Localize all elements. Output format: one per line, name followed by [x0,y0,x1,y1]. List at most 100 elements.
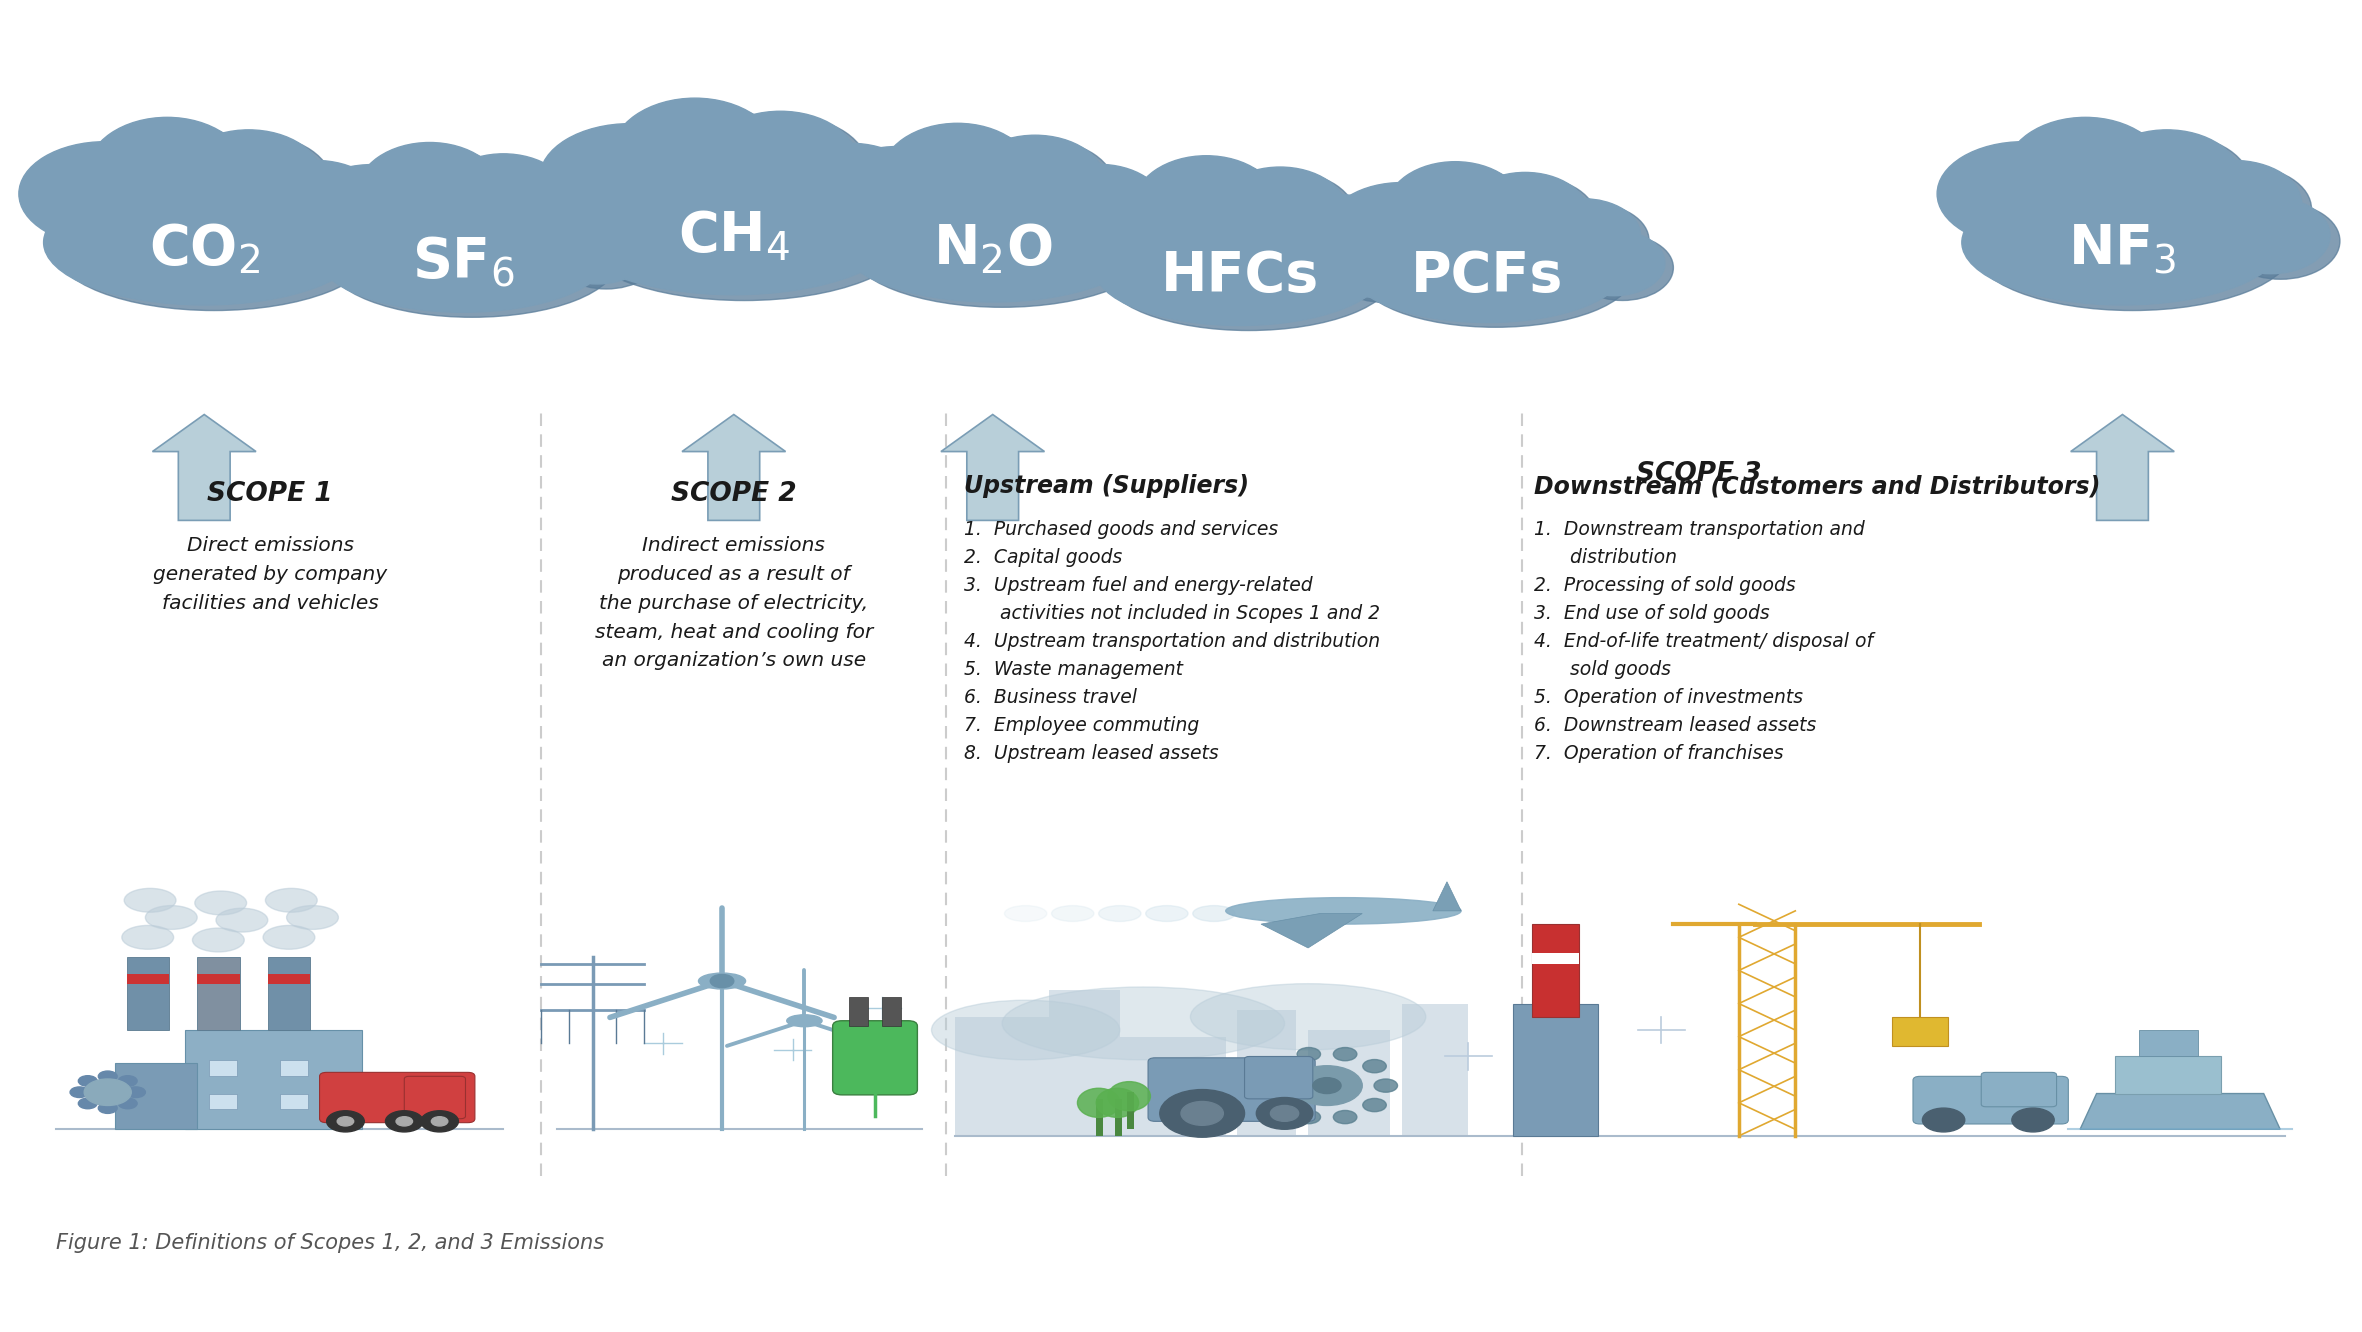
Bar [208,1060,236,1076]
Ellipse shape [1386,161,1523,257]
Ellipse shape [779,144,921,233]
Ellipse shape [78,1076,97,1087]
Ellipse shape [1972,185,2294,310]
Bar [1096,1099,1103,1136]
Ellipse shape [432,1116,449,1126]
Ellipse shape [1564,230,1665,296]
Text: Downstream (Customers and Distributors): Downstream (Customers and Distributors) [1533,474,2100,498]
Bar [128,958,170,1030]
Ellipse shape [550,129,732,238]
Ellipse shape [338,1116,354,1126]
Ellipse shape [848,188,1155,308]
Ellipse shape [1946,148,2121,252]
Bar [267,975,309,983]
Ellipse shape [1297,1047,1320,1060]
Ellipse shape [43,180,364,305]
Ellipse shape [1257,1098,1313,1130]
Ellipse shape [123,926,175,950]
Ellipse shape [539,124,720,233]
Polygon shape [1261,914,1363,948]
Text: 1.  Downstream transportation and
      distribution
2.  Processing of sold good: 1. Downstream transportation and distrib… [1533,521,1873,763]
Ellipse shape [1292,1066,1363,1106]
Bar [881,996,900,1026]
Ellipse shape [118,1076,137,1087]
Ellipse shape [1271,1106,1299,1122]
Ellipse shape [1375,1079,1398,1092]
Text: HFCs: HFCs [1160,249,1318,302]
Ellipse shape [817,147,980,245]
Ellipse shape [1923,1108,1965,1132]
Ellipse shape [839,188,961,268]
Text: Indirect emissions
produced as a result of
the purchase of electricity,
steam, h: Indirect emissions produced as a result … [595,537,874,670]
Ellipse shape [28,148,201,252]
Ellipse shape [2015,123,2175,234]
Bar [2116,1056,2220,1094]
Bar [1531,954,1578,964]
Ellipse shape [612,99,779,214]
Ellipse shape [1287,200,1410,277]
Bar [2140,1030,2197,1056]
FancyArrow shape [154,414,255,521]
Ellipse shape [1146,906,1188,922]
Text: SF$_6$: SF$_6$ [411,236,515,289]
Ellipse shape [1268,1099,1292,1112]
Ellipse shape [1098,906,1141,922]
FancyArrow shape [2071,414,2175,521]
Ellipse shape [191,928,243,952]
Ellipse shape [621,104,789,221]
Ellipse shape [71,1087,90,1098]
Ellipse shape [787,1015,822,1027]
Ellipse shape [293,197,411,273]
Ellipse shape [565,164,902,294]
Text: SCOPE 2: SCOPE 2 [671,481,796,506]
Ellipse shape [2166,160,2301,246]
Ellipse shape [1143,161,1287,261]
Bar [1403,1003,1469,1136]
Ellipse shape [704,112,857,216]
Ellipse shape [711,975,735,987]
Bar [184,1030,361,1130]
Ellipse shape [1320,228,1427,297]
Ellipse shape [1363,1059,1386,1072]
Ellipse shape [713,117,869,222]
Ellipse shape [437,153,572,244]
Ellipse shape [248,160,383,246]
FancyBboxPatch shape [1982,1072,2057,1107]
Ellipse shape [302,202,423,280]
Ellipse shape [286,906,338,930]
Bar [1531,924,1578,1016]
Ellipse shape [118,1098,137,1108]
Ellipse shape [1337,188,1486,277]
Ellipse shape [319,198,609,312]
Ellipse shape [1072,177,1228,272]
Bar [196,975,239,983]
Ellipse shape [262,926,314,950]
Ellipse shape [194,891,246,915]
Bar [208,1094,236,1110]
Ellipse shape [1096,1088,1138,1118]
Ellipse shape [446,159,579,249]
Ellipse shape [357,143,503,242]
Ellipse shape [99,1071,118,1082]
Ellipse shape [215,908,267,932]
Ellipse shape [1332,1047,1356,1060]
Ellipse shape [503,181,626,260]
Bar [1309,1030,1391,1136]
Ellipse shape [1051,906,1094,922]
Ellipse shape [2220,202,2341,280]
Bar [279,1060,307,1076]
Ellipse shape [1214,166,1346,257]
Polygon shape [1434,882,1462,911]
Bar [1049,990,1120,1136]
Ellipse shape [1134,156,1278,256]
Ellipse shape [1469,177,1597,262]
Text: PCFs: PCFs [1410,249,1564,302]
Ellipse shape [175,129,324,230]
Ellipse shape [1044,169,1174,252]
Text: Upstream (Suppliers): Upstream (Suppliers) [964,474,1249,498]
Ellipse shape [789,149,933,240]
Ellipse shape [2211,197,2329,273]
Bar [1120,1036,1226,1136]
Ellipse shape [1094,212,1384,325]
Ellipse shape [1160,1090,1245,1138]
